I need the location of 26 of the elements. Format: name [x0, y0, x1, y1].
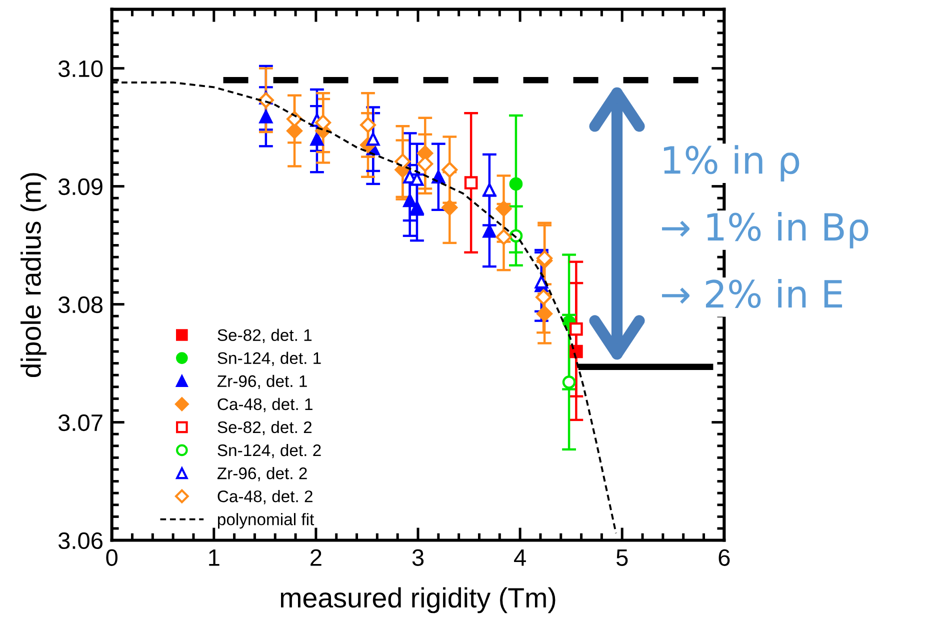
x-tick-label: 3 [412, 549, 424, 566]
legend-label: Ca-48, det. 2 [218, 490, 312, 504]
legend-label: Zr-96, det. 1 [217, 374, 307, 390]
x-tick-label: 2 [310, 549, 322, 566]
x-axis-title: measured rigidity (Tm) [280, 587, 556, 614]
legend-label: Se-82, det. 1 [218, 328, 312, 343]
x-tick-label: 0 [106, 549, 118, 566]
legend-label: Ca-48, det. 1 [218, 398, 312, 412]
y-tick-label: 3.10 [58, 60, 103, 78]
x-tick-label: 1 [209, 549, 220, 566]
y-axis-title: dipole radius (m) [20, 173, 46, 378]
annotation: → 1% in Bρ [662, 212, 868, 248]
annotation: 1% in ρ [664, 145, 800, 182]
y-tick-label: 3.07 [58, 414, 102, 432]
x-tick-label: 4 [514, 549, 526, 566]
x-tick-label: 5 [616, 549, 628, 566]
x-tick-label: 6 [718, 549, 730, 566]
legend-label: Se-82, det. 2 [218, 420, 312, 436]
annotation: → 2% in E [662, 278, 842, 308]
y-tick-label: 3.08 [58, 296, 102, 314]
legend-label: Sn-124, det. 2 [218, 444, 321, 458]
y-tick-label: 3.06 [58, 532, 102, 550]
legend-label: Zr-96, det. 2 [217, 466, 307, 482]
y-tick-label: 3.09 [58, 178, 102, 196]
legend-label: Sn-124, det. 1 [218, 352, 321, 366]
legend-label: polynomial fit [218, 513, 314, 529]
